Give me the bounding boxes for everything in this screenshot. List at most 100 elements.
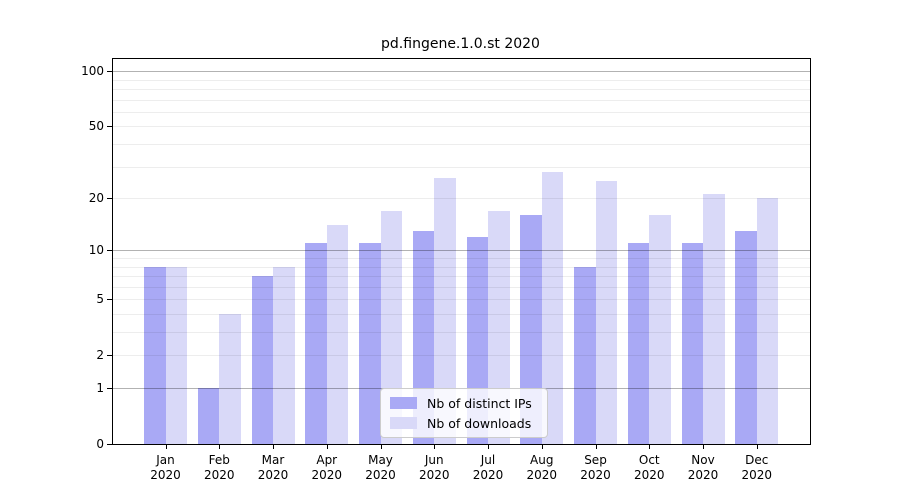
- bar-downloads-sep: [595, 180, 617, 444]
- x-tick-label-aug: Aug 2020: [510, 453, 574, 483]
- x-tick-label-nov: Nov 2020: [671, 453, 735, 483]
- x-tick-feb: [219, 445, 221, 449]
- gridline-minor-40: [113, 144, 810, 146]
- x-tick-month: Sep: [584, 453, 607, 467]
- bar-downloads-aug: [541, 171, 564, 444]
- x-tick-label-oct: Oct 2020: [617, 453, 681, 483]
- x-tick-jul: [488, 445, 489, 449]
- gridline-minor-4: [113, 313, 810, 315]
- gridline-minor-60: [113, 111, 810, 113]
- y-tick-50: [107, 126, 112, 128]
- x-tick-month: Jul: [480, 453, 496, 467]
- y-tick-1: [107, 388, 112, 389]
- y-tick-label-100: 100: [81, 64, 104, 79]
- gridline-major-10: [113, 250, 810, 252]
- x-tick-month: Apr: [316, 453, 338, 467]
- bar-downloads-jan: [165, 266, 187, 444]
- x-tick-label-mar: Mar 2020: [241, 453, 305, 483]
- x-tick-year: 2020: [526, 468, 558, 482]
- y-tick-label-10: 10: [88, 243, 104, 258]
- x-tick-label-jul: Jul 2020: [456, 453, 520, 483]
- gridline-minor-90: [113, 79, 810, 81]
- y-tick-label-0: 0: [96, 437, 104, 451]
- bar-downloads-nov: [703, 194, 725, 444]
- legend-swatch-downloads: [390, 417, 417, 429]
- x-tick-year: 2020: [365, 468, 396, 482]
- bar-downloads-jun: [434, 177, 456, 444]
- bar-distinct-ips-oct: [627, 243, 650, 444]
- x-tick-label-sep: Sep 2020: [564, 453, 628, 483]
- chart-title: pd.fingene.1.0.st 2020: [381, 36, 540, 52]
- bar-distinct-ips-apr: [305, 243, 327, 444]
- x-tick-month: Oct: [638, 453, 660, 467]
- legend-swatch-distinct-ips: [390, 397, 417, 409]
- gridline-minor-70: [113, 99, 810, 101]
- bar-downloads-may: [380, 210, 402, 444]
- y-tick-20: [107, 198, 112, 200]
- x-tick-label-feb: Feb 2020: [187, 453, 251, 483]
- x-tick-nov: [703, 445, 704, 449]
- gridline-minor-7: [113, 276, 810, 278]
- x-tick-month: Feb: [208, 453, 230, 467]
- bar-distinct-ips-dec: [735, 230, 757, 444]
- x-tick-may: [380, 445, 382, 449]
- bar-distinct-ips-nov: [681, 243, 703, 444]
- x-tick-month: Jan: [156, 453, 175, 467]
- bar-distinct-ips-may: [359, 243, 381, 444]
- gridline-minor-8: [113, 266, 810, 268]
- x-tick-year: 2020: [633, 468, 665, 482]
- x-tick-label-dec: Dec 2020: [725, 453, 789, 483]
- legend-item-downloads: Nb of downloads: [390, 415, 538, 431]
- x-tick-month: Jun: [424, 453, 444, 467]
- gridline-minor-3: [113, 332, 810, 334]
- legend-item-distinct-ips: Nb of distinct IPs: [390, 395, 538, 411]
- x-tick-label-jun: Jun 2020: [402, 453, 466, 483]
- bar-distinct-ips-aug: [520, 215, 542, 444]
- bar-distinct-ips-sep: [574, 266, 596, 444]
- x-tick-year: 2020: [418, 468, 450, 482]
- plot-area: [112, 58, 811, 445]
- x-tick-mar: [273, 445, 274, 449]
- x-tick-month: Aug: [530, 453, 554, 467]
- bar-distinct-ips-jan: [144, 266, 166, 444]
- x-tick-jun: [434, 445, 436, 449]
- x-tick-year: 2020: [311, 468, 343, 482]
- bar-downloads-jul: [488, 210, 510, 444]
- x-tick-year: 2020: [257, 468, 289, 482]
- gridline-minor-5: [113, 299, 810, 301]
- y-tick-2: [107, 355, 112, 357]
- x-tick-aug: [541, 445, 543, 449]
- bar-downloads-apr: [326, 225, 349, 444]
- x-tick-dec: [756, 445, 758, 449]
- x-tick-year: 2020: [687, 468, 719, 482]
- y-tick-100: [107, 71, 112, 73]
- x-tick-label-may: May 2020: [349, 453, 413, 483]
- x-tick-month: Dec: [745, 453, 769, 467]
- x-tick-month: Nov: [691, 453, 715, 467]
- x-tick-year: 2020: [203, 468, 235, 482]
- y-tick-label-1: 1: [96, 381, 104, 395]
- x-tick-year: 2020: [150, 468, 181, 482]
- y-tick-5: [107, 299, 112, 301]
- legend-label-distinct-ips: Nb of distinct IPs: [427, 395, 532, 411]
- y-tick-label-20: 20: [88, 191, 104, 206]
- x-tick-label-apr: Apr 2020: [295, 453, 359, 483]
- gridline-minor-9: [113, 258, 810, 259]
- y-tick-label-5: 5: [96, 292, 104, 307]
- gridline-minor-30: [113, 166, 810, 168]
- bar-downloads-feb: [219, 313, 241, 444]
- gridline-minor-2: [113, 355, 810, 357]
- x-tick-year: 2020: [472, 468, 504, 482]
- y-tick-0: [107, 444, 112, 445]
- x-tick-oct: [649, 445, 651, 449]
- y-tick-label-2: 2: [96, 348, 104, 363]
- x-tick-month: May: [368, 453, 393, 467]
- bar-distinct-ips-mar: [251, 276, 273, 444]
- gridline-major-100: [113, 71, 810, 73]
- bar-downloads-mar: [273, 266, 295, 444]
- bar-downloads-dec: [756, 198, 779, 444]
- x-tick-apr: [326, 445, 328, 449]
- x-tick-label-jan: Jan 2020: [134, 453, 198, 483]
- x-tick-year: 2020: [580, 468, 611, 482]
